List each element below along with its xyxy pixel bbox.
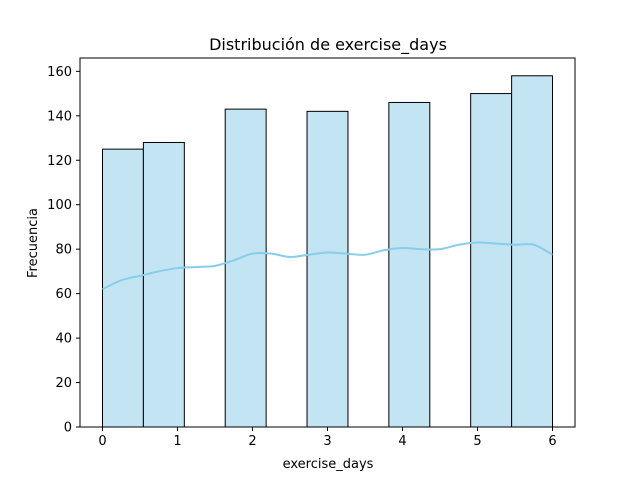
x-tick-label: 2 [248, 434, 256, 449]
y-tick-label: 160 [47, 65, 72, 80]
y-tick-label: 0 [64, 421, 72, 436]
y-axis-ticks: 0 20 40 60 80 100 120 140 160 [47, 65, 80, 436]
histogram-bar-1 [142, 141, 185, 428]
y-tick-label: 40 [55, 332, 72, 347]
x-tick-label: 0 [98, 434, 106, 449]
x-tick-label: 6 [548, 434, 556, 449]
y-tick-label: 140 [47, 109, 72, 124]
y-tick-label: 80 [55, 243, 72, 258]
y-tick-label: 20 [55, 376, 72, 391]
x-axis-ticks: 0 1 2 3 4 5 6 [98, 427, 557, 449]
chart-title: Distribución de exercise_days [209, 35, 447, 55]
y-axis-label: Frecuencia [26, 208, 41, 278]
y-tick-label: 120 [47, 154, 72, 169]
histogram-bar-9 [470, 93, 513, 428]
x-tick-label: 4 [398, 434, 406, 449]
kde-layer [102, 241, 553, 291]
bars-layer [102, 75, 553, 428]
histogram-bar-0 [102, 148, 144, 428]
x-axis-label: exercise_days [283, 457, 374, 472]
histogram-bar-5 [306, 110, 349, 428]
histogram-bar-7 [388, 101, 431, 428]
x-tick-label: 1 [173, 434, 181, 449]
x-tick-label: 5 [473, 434, 481, 449]
y-tick-label: 60 [55, 287, 72, 302]
histogram-bar-3 [224, 108, 267, 428]
y-tick-label: 100 [47, 198, 72, 213]
x-tick-label: 3 [323, 434, 331, 449]
kde-curve [102, 241, 553, 291]
